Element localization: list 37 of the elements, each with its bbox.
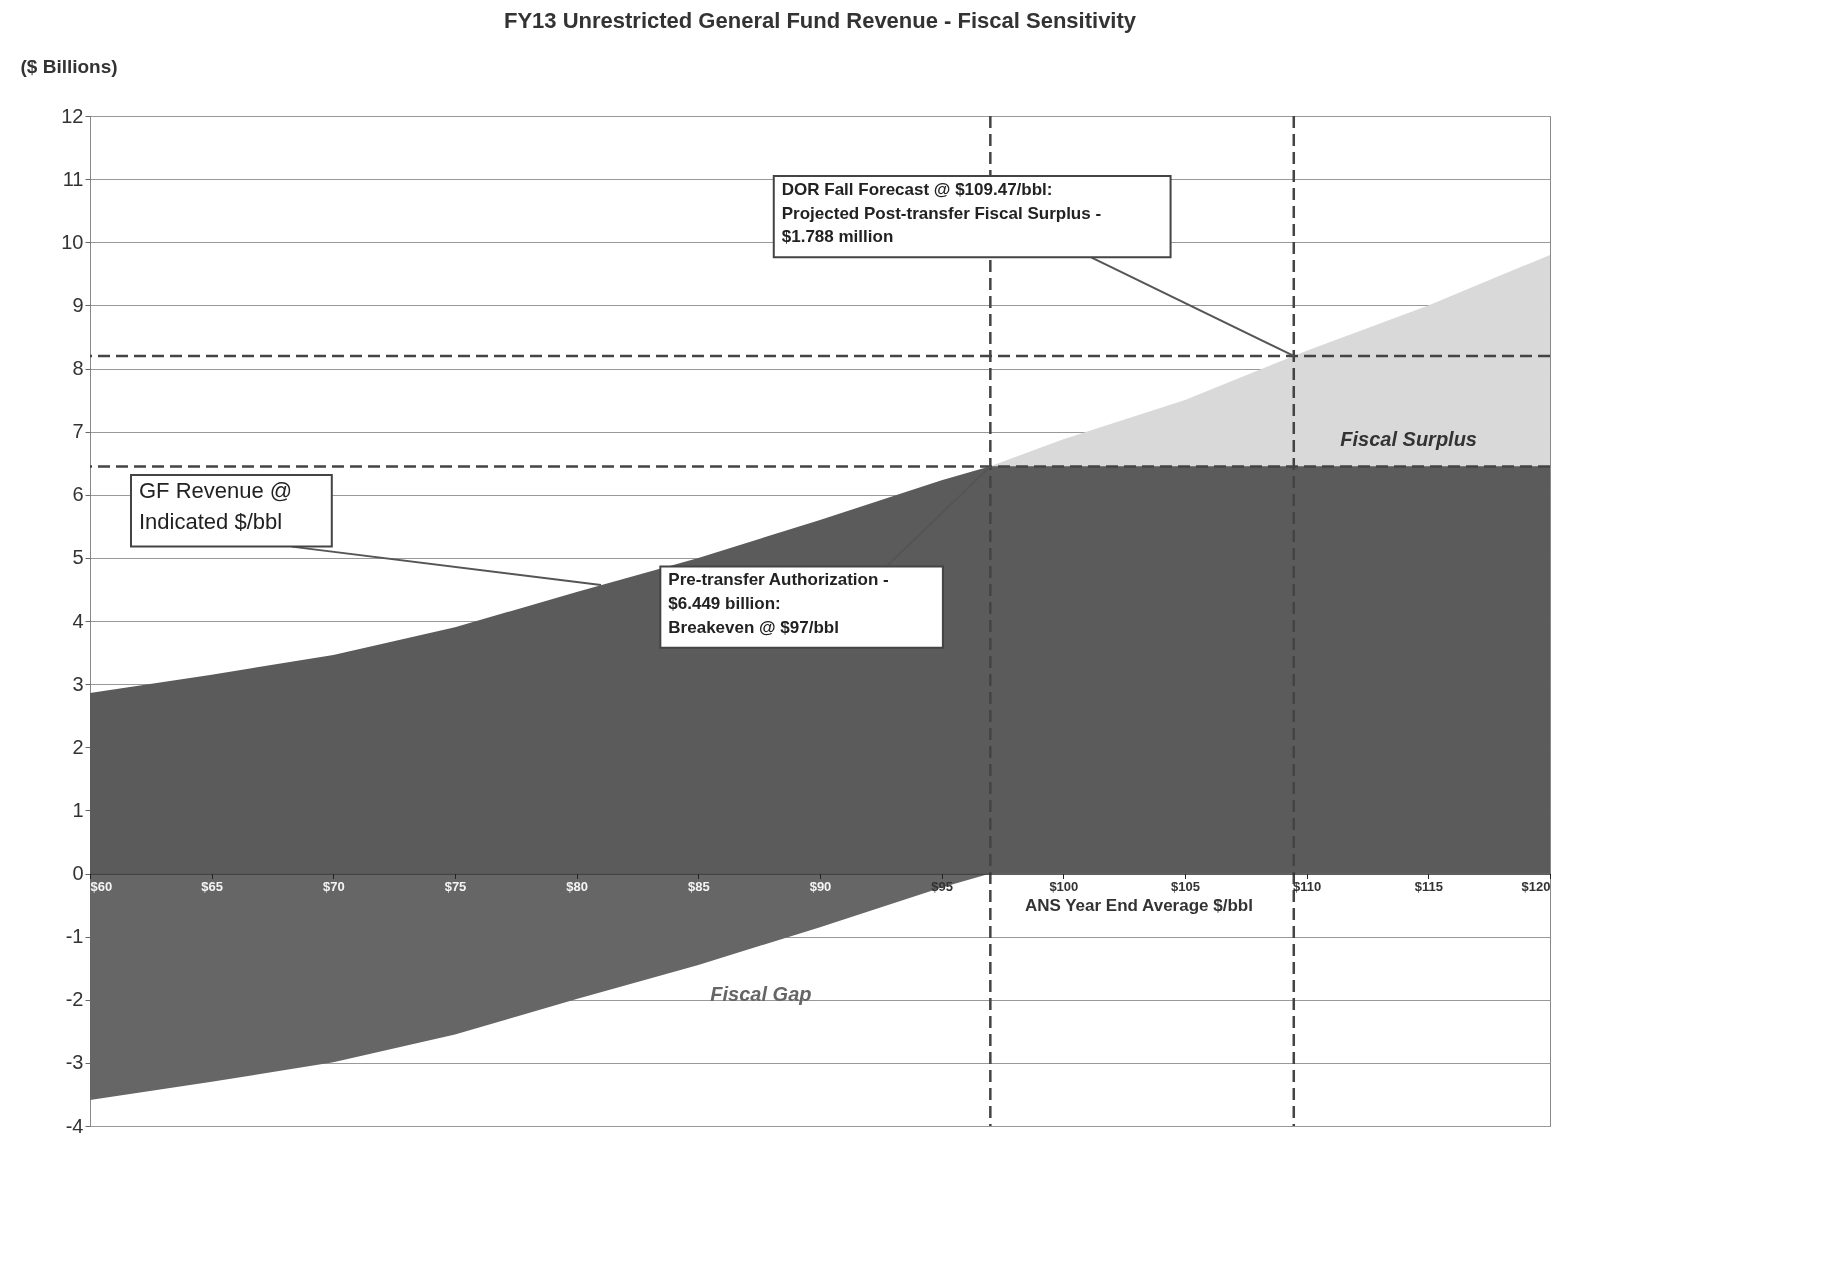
y-tick-label: 12: [61, 104, 84, 127]
y-tick-label: 3: [72, 672, 84, 695]
x-tick-label: $60: [90, 879, 113, 894]
series-label: Fiscal Surplus: [1340, 428, 1477, 451]
y-tick-label: 4: [72, 609, 84, 632]
y-tick-label: 6: [72, 483, 84, 506]
y-tick-label: 10: [61, 230, 84, 253]
y-tick-label: -4: [65, 1114, 84, 1137]
y-tick-label: 5: [72, 546, 84, 569]
y-tick-label: 7: [72, 420, 84, 443]
x-tick-label: $70: [322, 879, 345, 894]
x-tick-label: $90: [809, 879, 832, 894]
y-tick-label: -1: [65, 925, 84, 948]
annotation: GF Revenue @ Indicated $/bbl: [139, 478, 293, 534]
x-tick-label: $75: [444, 879, 467, 894]
chart-title: FY13 Unrestricted General Fund Revenue - Fiscal Sensitivity: [503, 8, 1137, 33]
y-tick-label: 2: [72, 735, 84, 758]
x-tick-label: $105: [1171, 879, 1200, 894]
x-tick-label: $110: [1293, 879, 1322, 894]
y-tick-label: -3: [65, 1051, 84, 1074]
y-tick-label: 11: [62, 167, 84, 190]
x-tick-label: $65: [201, 879, 224, 894]
y-axis-title: ($ Billions): [20, 55, 118, 77]
x-tick-label: $115: [1414, 879, 1443, 894]
annotation: DOR Fall Forecast @ $109.47/bbl: Projected Post-transfer Fiscal Surplus - $1.788 million: [781, 179, 1102, 247]
x-tick-label: $85: [687, 879, 710, 894]
y-tick-label: 0: [72, 862, 84, 884]
x-tick-label: $80: [566, 879, 589, 894]
x-tick-label: $100: [1049, 879, 1079, 894]
x-axis-title: ANS Year End Average $/bbl: [1024, 896, 1253, 915]
annotation: Pre-transfer Authorization - $6.449 billion: Breakeven @ $97/bbl: [668, 570, 889, 638]
y-tick-label: 1: [72, 798, 84, 821]
x-tick-label: $120: [1521, 879, 1551, 894]
y-tick-label: -2: [65, 988, 84, 1011]
y-tick-label: 9: [72, 293, 84, 316]
y-tick-label: 8: [72, 357, 84, 379]
series-label: Fiscal Gap: [710, 983, 812, 1006]
